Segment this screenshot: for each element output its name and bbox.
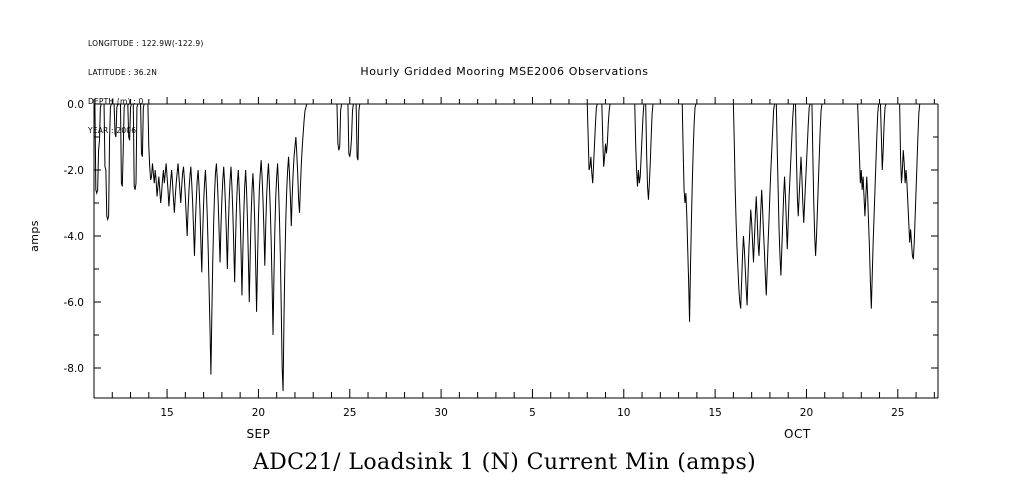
y-tick-label: -2.0 [64, 165, 85, 177]
y-axis-title: amps [28, 220, 41, 252]
y-tick-label: -4.0 [64, 231, 85, 243]
y-tick-label: -8.0 [64, 363, 85, 375]
x-tick-label: 10 [617, 407, 630, 419]
x-tick-label: 25 [891, 407, 904, 419]
x-tick-label: 15 [708, 407, 721, 419]
month-label: SEP [246, 427, 270, 440]
data-series-0 [94, 103, 921, 392]
month-label: OCT [784, 427, 811, 440]
x-tick-label: 15 [160, 407, 173, 419]
timeseries-plot: 0.0 -2.0 -4.0 -6.0 -8.0 15 20 25 30 5 10 15 20 25 SEP O… [28, 97, 939, 440]
x-tick-label: 20 [252, 407, 265, 419]
x-tick-label: 5 [529, 407, 536, 419]
y-tick-label: -6.0 [64, 297, 85, 309]
latitude-text: LATITUDE : 36.2N [88, 67, 158, 77]
longitude-text: LONGITUDE : 122.9W(-122.9) [88, 39, 204, 49]
year-text: YEAR : 2006 [88, 125, 137, 135]
chart-title: Hourly Gridded Mooring MSE2006 Observati… [360, 65, 649, 78]
x-tick-label: 20 [800, 407, 813, 419]
y-tick-label: 0.0 [67, 99, 84, 111]
depth-text: DEPTH (m) : 0 [88, 96, 144, 106]
figure-caption: ADC21/ Loadsink 1 (N) Current Min (amps) [252, 450, 757, 475]
station-metadata: LONGITUDE : 122.9W(-122.9) LATITUDE : 36… [88, 20, 203, 154]
x-tick-label: 25 [343, 407, 356, 419]
x-tick-label: 30 [434, 407, 447, 419]
